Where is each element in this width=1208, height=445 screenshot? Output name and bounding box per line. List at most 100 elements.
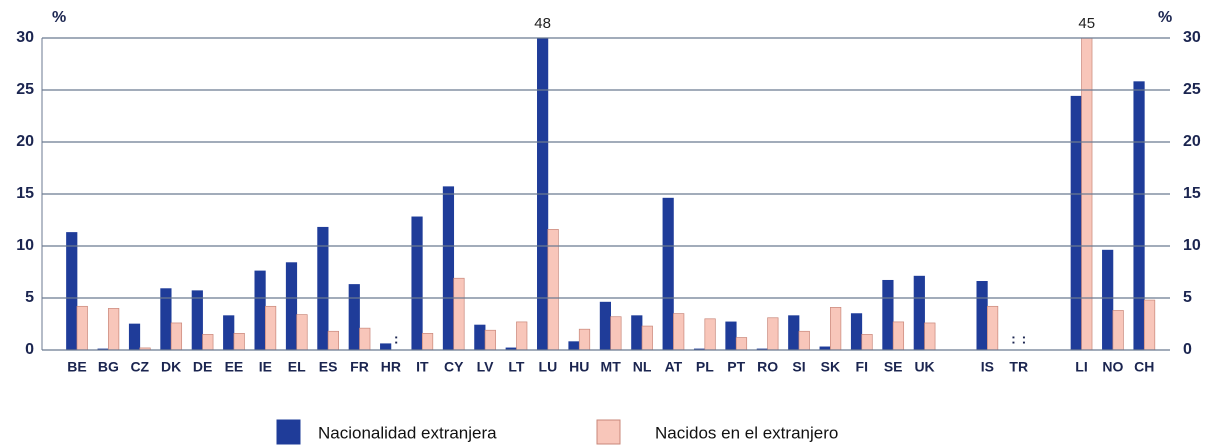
x-tick-label: AT: [665, 359, 683, 375]
y-tick-label: 10: [16, 237, 34, 254]
bar: [662, 197, 674, 350]
legend-label: Nacidos en el extranjero: [655, 423, 838, 442]
bar: [191, 290, 203, 350]
y2-axis-unit: %: [1158, 9, 1172, 26]
bar: [830, 307, 842, 350]
x-tick-label: LV: [477, 359, 495, 375]
y-tick-label: 5: [25, 289, 34, 306]
x-tick-label: IE: [259, 359, 272, 375]
bar: [1133, 81, 1145, 350]
bar: [986, 305, 999, 350]
x-tick-label: IS: [981, 359, 994, 375]
bar: [913, 275, 925, 350]
bar: [599, 301, 612, 350]
bar: [76, 305, 88, 350]
y2-tick-label: 5: [1183, 289, 1192, 306]
x-tick-label: HU: [569, 359, 589, 375]
x-tick-label: NO: [1102, 359, 1123, 375]
x-tick-label: ES: [319, 359, 338, 375]
x-tick-label: CH: [1134, 359, 1154, 375]
x-tick-label: LU: [539, 359, 558, 375]
x-tick-label: PT: [727, 359, 745, 375]
bar: [264, 305, 277, 350]
bar: [1070, 95, 1082, 350]
bar: [128, 323, 141, 350]
bar: [380, 343, 392, 350]
bar: [578, 328, 591, 350]
bar: [170, 322, 183, 350]
bar: [976, 281, 988, 350]
bar: [327, 330, 339, 350]
y-axis-unit: %: [52, 9, 66, 26]
bar: [474, 324, 486, 350]
bar: [547, 229, 559, 350]
legend-swatch: [276, 419, 301, 445]
bar: [442, 186, 455, 350]
bar: [798, 330, 810, 350]
y2-tick-label: 20: [1183, 133, 1201, 150]
x-tick-label: SK: [821, 359, 840, 375]
legend-label: Nacionalidad extranjera: [318, 423, 497, 442]
x-tick-label: TR: [1009, 359, 1028, 375]
bar: [850, 313, 863, 350]
value-label: 48: [534, 15, 551, 32]
y-tick-label: 20: [16, 133, 34, 150]
bar: [610, 316, 622, 350]
x-tick-label: BE: [67, 359, 86, 375]
bar: [411, 216, 423, 350]
y2-tick-label: 25: [1183, 81, 1201, 98]
x-tick-label: HR: [381, 359, 401, 375]
x-tick-label: DK: [161, 359, 181, 375]
bar: [1112, 310, 1124, 350]
bar: [704, 318, 716, 350]
bar: [788, 315, 800, 350]
bar: [348, 284, 360, 350]
x-tick-label: DE: [193, 359, 212, 375]
bar: [882, 279, 894, 350]
bar: [108, 308, 120, 350]
x-tick-label: IT: [416, 359, 429, 375]
bar: [254, 270, 266, 350]
bar: [1143, 299, 1156, 350]
x-tick-label: MT: [601, 359, 622, 375]
bar: [641, 325, 653, 350]
legend-swatch: [596, 419, 621, 445]
x-tick-label: LI: [1075, 359, 1087, 375]
y-tick-label: 30: [16, 29, 34, 46]
x-tick-label: FR: [350, 359, 369, 375]
bar: [66, 232, 78, 350]
bar: [673, 313, 685, 350]
x-tick-label: BG: [98, 359, 119, 375]
bar: [233, 333, 245, 350]
x-tick-label: SE: [884, 359, 903, 375]
bar: [453, 277, 465, 350]
bar: [296, 314, 308, 350]
bar: [139, 347, 151, 350]
bar: [924, 322, 936, 350]
bar: [892, 321, 905, 350]
x-tick-label: UK: [914, 359, 934, 375]
bar: [735, 337, 748, 350]
x-tick-label: FI: [856, 359, 868, 375]
bar: [631, 315, 643, 350]
bar: [568, 341, 580, 350]
bar: [1102, 249, 1114, 350]
bar: [516, 321, 528, 350]
y-tick-label: 25: [16, 81, 34, 98]
bar: [202, 334, 214, 350]
x-tick-label: SI: [792, 359, 805, 375]
bar: [160, 288, 172, 350]
x-tick-label: EE: [225, 359, 244, 375]
bar: [421, 333, 434, 350]
y2-tick-label: 30: [1183, 29, 1201, 46]
x-tick-label: NL: [633, 359, 652, 375]
x-tick-label: PL: [696, 359, 714, 375]
x-tick-label: LT: [508, 359, 525, 375]
x-tick-label: EL: [288, 359, 306, 375]
bar: [484, 329, 496, 350]
y-tick-label: 15: [16, 185, 34, 202]
bar: [725, 321, 737, 350]
y2-tick-label: 10: [1183, 237, 1201, 254]
x-tick-label: CY: [444, 359, 464, 375]
